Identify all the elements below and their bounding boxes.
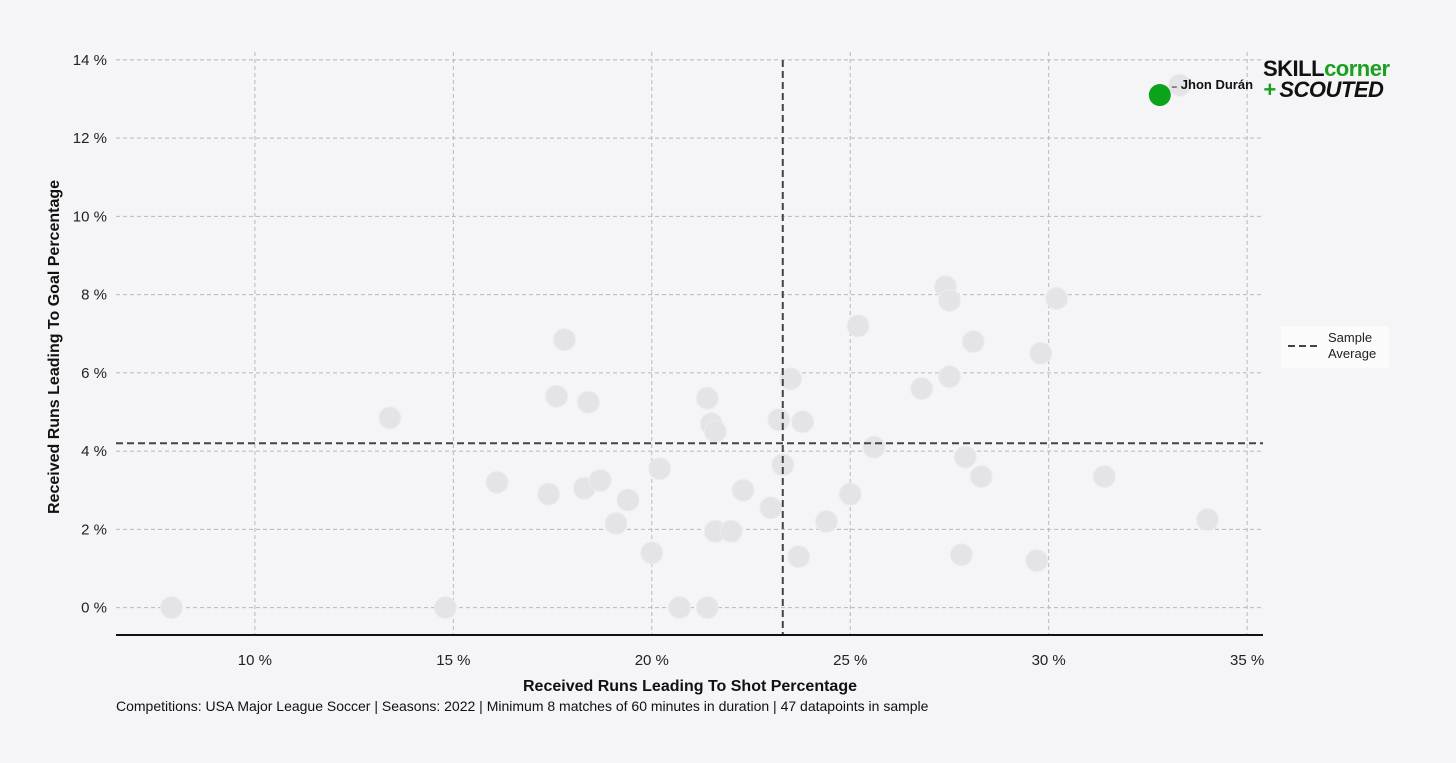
data-point bbox=[910, 376, 934, 400]
legend: Sample Average bbox=[1281, 326, 1389, 368]
x-tick-label: 10 % bbox=[238, 652, 272, 669]
y-tick-label: 12 % bbox=[73, 130, 107, 147]
logo-plus-text: + bbox=[1263, 77, 1276, 102]
logo-skill-text: SKILL bbox=[1263, 56, 1324, 81]
sample-average-lines bbox=[116, 60, 1263, 635]
y-tick-label: 10 % bbox=[73, 208, 107, 225]
data-point bbox=[838, 482, 862, 506]
y-tick-label: 0 % bbox=[81, 600, 107, 617]
data-points bbox=[160, 73, 1219, 620]
data-point bbox=[1168, 73, 1192, 97]
data-point bbox=[695, 596, 719, 620]
data-point bbox=[862, 435, 886, 459]
x-tick-label: 15 % bbox=[436, 652, 470, 669]
data-point bbox=[703, 420, 727, 444]
y-tick-label: 14 % bbox=[73, 52, 107, 69]
x-tick-label: 35 % bbox=[1230, 652, 1264, 669]
data-point bbox=[787, 545, 811, 569]
y-tick-label: 4 % bbox=[81, 443, 107, 460]
legend-label-line2: Average bbox=[1328, 346, 1376, 361]
data-point bbox=[588, 468, 612, 492]
data-point bbox=[485, 470, 509, 494]
data-point bbox=[731, 478, 755, 502]
highlight-point-group: Jhon Durán bbox=[1148, 77, 1253, 107]
data-point bbox=[668, 596, 692, 620]
data-point bbox=[969, 465, 993, 489]
data-point bbox=[1092, 465, 1116, 489]
data-point bbox=[767, 408, 791, 432]
data-point bbox=[640, 541, 664, 565]
logo-scouted-text: SCOUTED bbox=[1279, 77, 1384, 102]
data-point bbox=[771, 453, 795, 477]
data-point bbox=[846, 314, 870, 338]
data-point bbox=[949, 543, 973, 567]
brand-logo: SKILLcorner + SCOUTED bbox=[1263, 56, 1391, 102]
data-point bbox=[616, 488, 640, 512]
data-point bbox=[433, 596, 457, 620]
data-point bbox=[1195, 508, 1219, 532]
chart-footnote: Competitions: USA Major League Soccer | … bbox=[116, 698, 929, 714]
data-point bbox=[1029, 341, 1053, 365]
x-tick-label: 30 % bbox=[1032, 652, 1066, 669]
data-point bbox=[937, 288, 961, 312]
data-point bbox=[961, 330, 985, 354]
y-tick-label: 6 % bbox=[81, 365, 107, 382]
data-point bbox=[576, 390, 600, 414]
data-point bbox=[719, 519, 743, 543]
data-point bbox=[814, 510, 838, 534]
data-point bbox=[648, 457, 672, 481]
legend-label-line1: Sample bbox=[1328, 330, 1372, 345]
data-point bbox=[378, 406, 402, 430]
logo-line2: + SCOUTED bbox=[1263, 77, 1384, 102]
data-point bbox=[937, 365, 961, 389]
logo-corner-text: corner bbox=[1324, 56, 1390, 81]
data-point bbox=[552, 328, 576, 352]
data-point bbox=[1025, 549, 1049, 573]
data-point bbox=[160, 596, 184, 620]
y-tick-label: 2 % bbox=[81, 521, 107, 538]
y-tick-labels: 0 % 2 % 4 % 6 % 8 % 10 % 12 % 14 % bbox=[73, 52, 107, 617]
data-point bbox=[791, 410, 815, 434]
data-point bbox=[953, 445, 977, 469]
x-tick-label: 25 % bbox=[833, 652, 867, 669]
highlight-point bbox=[1148, 84, 1171, 107]
y-tick-label: 8 % bbox=[81, 287, 107, 304]
x-tick-labels: 10 % 15 % 20 % 25 % 30 % 35 % bbox=[238, 652, 1264, 669]
y-axis-title: Received Runs Leading To Goal Percentage bbox=[46, 180, 63, 514]
data-point bbox=[604, 511, 628, 535]
data-point bbox=[779, 367, 803, 391]
grid-lines bbox=[116, 52, 1263, 635]
data-point bbox=[537, 482, 561, 506]
data-point bbox=[695, 386, 719, 410]
logo-line1: SKILLcorner bbox=[1263, 56, 1390, 81]
highlight-label: Jhon Durán bbox=[1181, 77, 1253, 92]
data-point bbox=[759, 496, 783, 520]
data-point bbox=[545, 384, 569, 408]
x-axis-title: Received Runs Leading To Shot Percentage bbox=[523, 678, 857, 695]
x-tick-label: 20 % bbox=[635, 652, 669, 669]
data-point bbox=[1045, 287, 1069, 311]
